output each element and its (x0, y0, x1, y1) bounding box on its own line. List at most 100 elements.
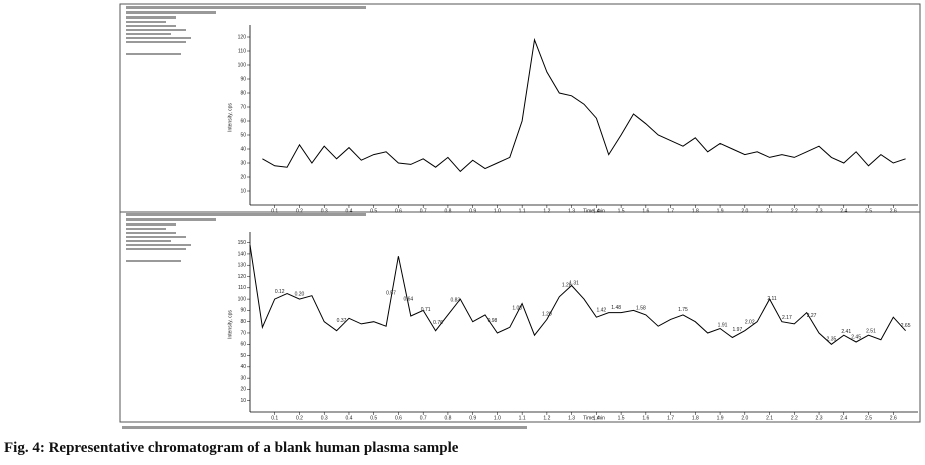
y-tick-label: 70 (240, 104, 246, 110)
peak-label: 0.76 (433, 320, 443, 326)
x-tick-label: 0.1 (271, 415, 278, 421)
x-tick-label: 0.6 (395, 208, 402, 214)
peak-label: 1.91 (718, 323, 728, 329)
x-tick-label: 2.5 (865, 415, 872, 421)
y-tick-label: 110 (238, 48, 246, 54)
peak-label: 1.48 (611, 305, 621, 311)
y-tick-label: 150 (238, 240, 247, 246)
x-axis-label: Time, min (583, 415, 605, 421)
y-tick-label: 110 (238, 285, 246, 291)
trace (262, 37, 906, 173)
peak-label: 1.28 (562, 282, 572, 288)
y-axis-label: Intensity, cps (227, 103, 233, 132)
x-tick-label: 2.3 (816, 415, 823, 421)
x-tick-label: 0.5 (370, 415, 377, 421)
x-tick-label: 2.2 (791, 208, 798, 214)
trace (249, 244, 906, 345)
x-tick-label: 2.2 (791, 415, 798, 421)
figure: 10 20 30 40 50 60 70 80 90 100 110 120 0.1 0.2 0.3 0.4 0… (119, 3, 921, 429)
x-tick-label: 0.2 (296, 208, 303, 214)
x-tick-label: 2.5 (865, 208, 872, 214)
x-tick-label: 1.9 (717, 208, 724, 214)
peak-label: 0.83 (450, 298, 460, 304)
y-tick-label: 50 (240, 353, 246, 359)
y-tick-label: 10 (240, 188, 246, 194)
x-tick-label: 1.8 (692, 208, 699, 214)
x-tick-label: 0.2 (296, 415, 303, 421)
x-tick-label: 1.7 (667, 208, 674, 214)
x-tick-label: 1.1 (519, 208, 526, 214)
peak-label: 1.42 (596, 308, 606, 314)
peak-label: 0.64 (403, 296, 413, 302)
peak-label: 1.08 (512, 305, 522, 311)
x-tick-label: 0.7 (420, 415, 427, 421)
panel-frame (119, 211, 921, 423)
x-tick-label: 1.0 (494, 415, 501, 421)
y-tick-label: 60 (240, 118, 246, 124)
x-tick-label: 1.3 (568, 415, 575, 421)
peak-label: 0.71 (421, 307, 431, 313)
peak-label: 0.57 (386, 291, 396, 297)
y-tick-label: 10 (240, 398, 246, 404)
x-tick-label: 0.3 (321, 415, 328, 421)
y-tick-label: 70 (240, 330, 246, 336)
x-tick-label: 1.4 (593, 208, 600, 214)
y-tick-label: 30 (240, 160, 246, 166)
x-tick-label: 1.3 (568, 208, 575, 214)
peak-label: 0.12 (275, 289, 285, 295)
y-tick-label: 90 (240, 76, 246, 82)
x-tick-label: 1.0 (494, 208, 501, 214)
peak-label: 2.65 (901, 323, 911, 329)
x-tick-label: 2.4 (840, 415, 847, 421)
y-tick-label: 100 (238, 62, 247, 68)
x-tick-label: 2.3 (816, 208, 823, 214)
x-tick-label: 1.8 (692, 415, 699, 421)
peak-label: 2.45 (851, 334, 861, 340)
x-tick-label: 2.0 (741, 415, 748, 421)
x-tick-label: 0.9 (469, 208, 476, 214)
x-tick-label: 1.9 (717, 415, 724, 421)
x-axis-label: Time, min (583, 208, 605, 214)
figure-caption: Fig. 4: Representative chromatogram of a… (4, 440, 459, 456)
x-tick-label: 2.1 (766, 415, 773, 421)
peak-label: 2.41 (841, 329, 851, 335)
peak-label: 2.27 (807, 313, 817, 319)
x-tick-label: 0.4 (345, 208, 352, 214)
peak-label: 1.75 (678, 307, 688, 313)
x-tick-label: 0.9 (469, 415, 476, 421)
illegible-info (122, 6, 527, 429)
y-tick-label: 80 (240, 319, 246, 325)
y-tick-label: 40 (240, 146, 246, 152)
y-tick-label: 50 (240, 132, 246, 138)
y-tick-label: 100 (238, 296, 247, 302)
x-tick-label: 2.1 (766, 208, 773, 214)
x-tick-label: 0.6 (395, 415, 402, 421)
x-tick-label: 1.4 (593, 415, 600, 421)
y-tick-label: 140 (238, 251, 247, 257)
x-tick-label: 0.8 (444, 415, 451, 421)
y-tick-label: 20 (240, 174, 246, 180)
peak-label: 2.11 (767, 296, 777, 302)
peak-label: 1.97 (733, 327, 743, 333)
y-tick-label: 90 (240, 308, 246, 314)
peak-label: 2.51 (866, 328, 876, 334)
peak-label: 0.98 (488, 318, 498, 324)
x-tick-label: 2.4 (840, 208, 847, 214)
x-tick-label: 1.2 (543, 208, 550, 214)
peak-label: 2.17 (782, 315, 792, 321)
y-axis-label: Intensity, cps (227, 310, 233, 339)
peak-label: 1.58 (636, 305, 646, 311)
x-tick-label: 2.6 (890, 415, 897, 421)
x-tick-label: 1.6 (642, 415, 649, 421)
x-tick-label: 0.1 (271, 208, 278, 214)
x-tick-label: 2.0 (741, 208, 748, 214)
peak-label: 1.31 (569, 281, 579, 287)
y-tick-label: 120 (238, 34, 247, 40)
peak-label: 2.35 (827, 337, 837, 343)
x-tick-label: 0.7 (420, 208, 427, 214)
peak-label: 2.02 (745, 319, 755, 325)
peak-label: 0.37 (337, 318, 347, 324)
y-tick-label: 60 (240, 342, 246, 348)
y-tick-label: 120 (238, 274, 247, 280)
